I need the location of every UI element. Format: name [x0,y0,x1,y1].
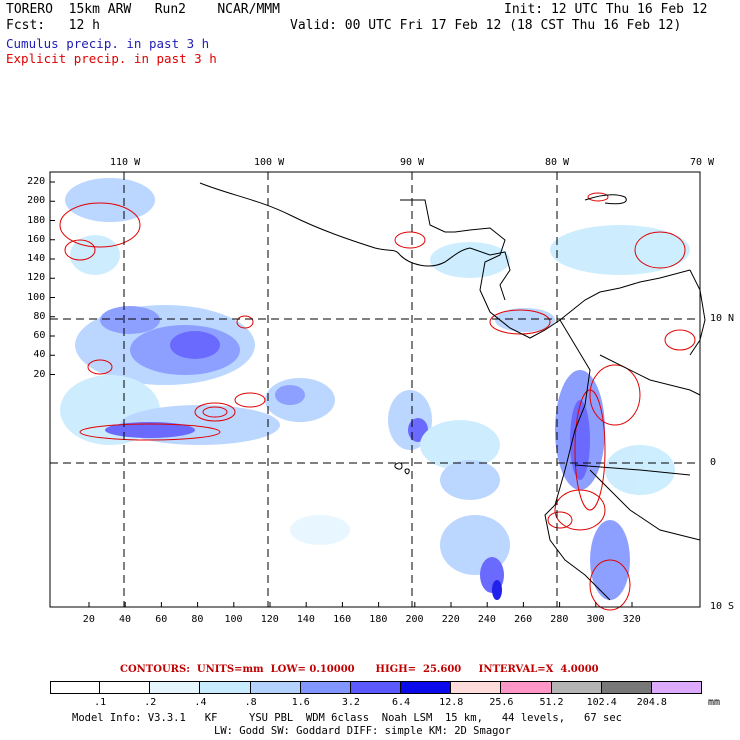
left-tick-label: 200 [27,195,46,207]
bottom-tick-label: 220 [441,614,460,625]
colorbar-swatch [50,681,101,694]
colorbar-label: 3.2 [341,697,360,708]
left-tick-label: 220 [27,176,46,187]
colorbar-label: 102.4 [586,697,617,708]
cumulus-precip-field [60,178,690,600]
colorbar-label: .4 [194,697,207,708]
map-frame [49,171,701,608]
left-tick-label: 120 [27,272,46,284]
colorbar-label: 51.2 [539,697,564,708]
left-tick-label: 80 [33,310,46,322]
header-valid-time: Valid: 00 UTC Fri 17 Feb 12 (18 CST Thu … [290,18,682,33]
footer-physics-info: LW: Godd SW: Goddard DIFF: simple KM: 2D… [214,725,512,737]
left-tick-label: 180 [27,214,46,226]
colorbar-label: 1.6 [291,697,310,708]
bottom-tick-label: 60 [155,614,168,625]
bottom-tick-label: 260 [514,614,533,625]
coastlines [199,182,706,601]
contour-info: CONTOURS: UNITS=mm LOW= 0.10000 HIGH= 25… [120,664,599,675]
legend-explicit-precip: Explicit precip. in past 3 h [6,51,217,66]
left-tick-label: 140 [27,253,46,264]
bottom-tick-label: 160 [333,614,352,625]
colorbar-swatch [100,681,151,694]
bottom-tick-label: 100 [224,614,243,625]
top-lon-label: 70 W [690,157,715,168]
colorbar-swatch [200,681,251,694]
left-tick-label: 160 [27,233,46,245]
bottom-tick-label: 320 [622,614,641,625]
colorbar-swatch [250,681,301,694]
bottom-tick-label: 40 [119,614,132,625]
bottom-tick-label: 300 [586,614,605,625]
bottom-tick-label: 20 [82,614,95,625]
top-lon-label: 100 W [254,157,285,168]
colorbar-swatch [350,681,402,694]
header-forecast-hour: Fcst: 12 h [6,18,100,33]
colorbar-swatch [601,681,652,694]
bottom-tick-label: 120 [260,614,279,625]
tick-marks [50,181,633,607]
colorbar-label: 12.8 [439,697,464,708]
bottom-tick-label: 200 [405,614,424,625]
bottom-tick-label: 280 [550,614,569,625]
colorbar-label: .2 [144,697,157,708]
top-lon-label: 110 W [110,157,141,168]
left-tick-label: 100 [27,291,46,303]
colorbar-swatch [451,681,502,694]
left-tick-label: 40 [33,349,46,361]
colorbar-swatch [150,681,201,694]
footer-model-info: Model Info: V3.3.1 KF YSU PBL WDM 6class… [72,712,622,724]
left-tick-label: 60 [33,330,46,341]
colorbar-swatch [501,681,552,694]
colorbar-swatch [551,681,602,694]
top-lon-label: 90 W [400,157,425,168]
colorbar-label: 25.6 [489,697,514,708]
header-init-time: Init: 12 UTC Thu 16 Feb 12 [504,2,708,17]
explicit-precip-contours [59,192,696,611]
bottom-tick-label: 240 [477,614,496,625]
legend-cumulus-precip: Cumulus precip. in past 3 h [6,36,210,51]
colorbar-swatch [300,681,351,694]
right-lat-label: 0 [710,457,717,468]
colorbar-label: .1 [94,697,107,708]
right-lat-label: 10 N [710,313,735,324]
left-tick-label: 20 [33,368,46,380]
colorbar-swatch [401,681,452,694]
colorbar-label: .8 [244,697,257,708]
bottom-tick-label: 180 [369,614,388,625]
colorbar-unit: mm [708,697,721,708]
header-model-title: TORERO 15km ARW Run2 NCAR/MMM [6,2,280,17]
top-lon-label: 80 W [545,157,570,168]
colorbar-label: 6.4 [392,697,411,708]
bottom-tick-label: 140 [296,614,315,625]
lat-lon-grid [50,172,700,607]
colorbar-label: 204.8 [636,697,667,708]
right-lat-label: 10 S [710,601,735,612]
bottom-tick-label: 80 [191,614,204,625]
